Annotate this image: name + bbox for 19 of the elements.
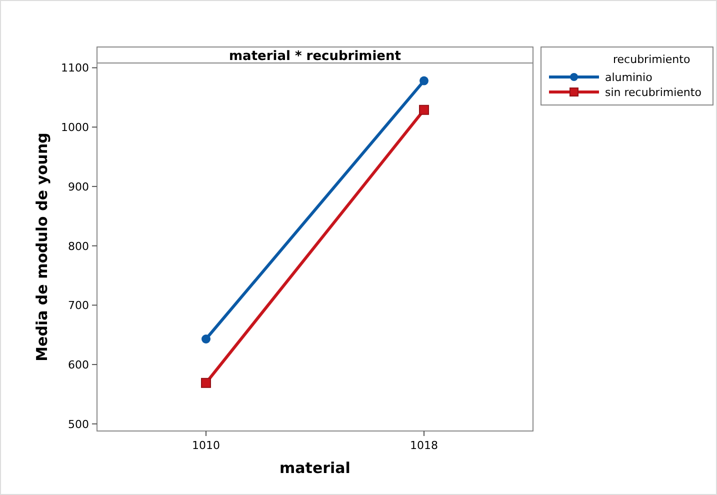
y-tick-label: 1000: [61, 121, 89, 134]
point: [419, 104, 429, 115]
y-tick-label: 1100: [61, 62, 89, 75]
y-tick-label: 900: [68, 180, 89, 194]
legend-title: recubrimiento: [613, 53, 690, 66]
y-axis-title: Media de modulo de young: [33, 132, 51, 362]
x-axis-title: material: [280, 459, 350, 477]
point: [420, 76, 428, 86]
y-tick-label: 700: [68, 299, 89, 312]
point: [202, 334, 210, 344]
x-tick-label: 1018: [410, 439, 438, 452]
legend-label: aluminio: [605, 71, 653, 84]
chart-title: material * recubrimient: [229, 49, 401, 64]
y-tick-label: 600: [68, 358, 89, 372]
y-tick-label: 500: [68, 418, 89, 431]
legend-label: sin recubrimiento: [605, 86, 702, 99]
y-tick-label: 800: [68, 240, 89, 253]
point: [201, 378, 211, 388]
x-tick-label: 1010: [192, 439, 220, 452]
